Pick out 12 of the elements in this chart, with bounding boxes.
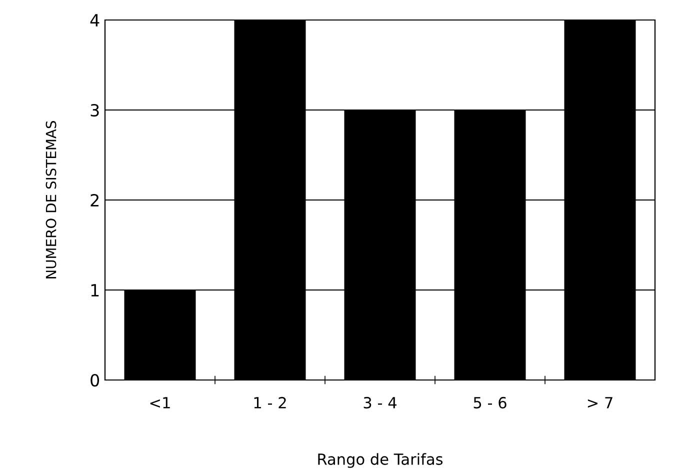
y-tick-label: 3 (90, 104, 99, 117)
x-tick-label: 5 - 6 (474, 396, 506, 408)
y-tick-label: 2 (90, 194, 98, 206)
y-axis-title: NUMERO DE SISTEMAS (46, 121, 56, 278)
x-tick-label: 1 - 2 (254, 396, 286, 408)
x-tick-label: <1 (150, 397, 170, 408)
x-axis-title: Rango de Tarifas (318, 453, 443, 468)
y-tick-label: 1 (91, 284, 99, 296)
y-tick-label: 4 (90, 14, 100, 26)
x-tick-label: > 7 (588, 397, 612, 408)
x-tick-label: 3 - 4 (364, 396, 396, 408)
y-tick-label: 0 (90, 374, 100, 387)
